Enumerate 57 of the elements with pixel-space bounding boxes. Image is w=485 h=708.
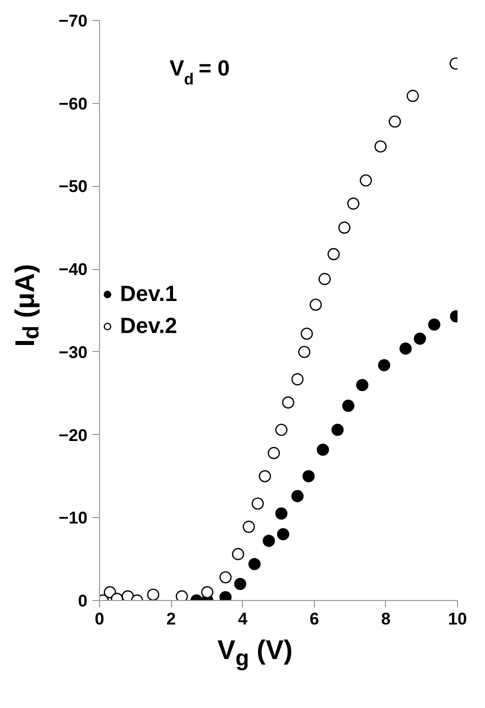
point xyxy=(342,400,354,412)
point xyxy=(406,90,419,102)
point xyxy=(122,590,134,600)
x-tick-label: 8 xyxy=(381,610,391,628)
point xyxy=(258,470,271,482)
point xyxy=(277,528,290,540)
y-tick-label: −40 xyxy=(58,260,88,280)
point xyxy=(360,174,372,187)
x-tick-label: 0 xyxy=(94,610,104,628)
point xyxy=(232,548,244,560)
y-tick-label: −70 xyxy=(58,12,88,30)
point xyxy=(268,446,280,460)
point xyxy=(347,198,360,210)
legend-label: Dev.2 xyxy=(120,313,178,339)
point xyxy=(291,373,304,386)
point xyxy=(298,346,310,358)
point xyxy=(331,424,344,436)
x-tick-label: 6 xyxy=(310,610,320,628)
point xyxy=(176,590,188,600)
x-tick-label: 2 xyxy=(166,610,176,628)
point xyxy=(414,332,426,345)
point xyxy=(291,490,304,502)
y-tick-label: −50 xyxy=(58,177,88,196)
legend-label: Dev.1 xyxy=(120,281,178,307)
point xyxy=(356,378,368,392)
point xyxy=(248,558,261,570)
x-tick-label: 4 xyxy=(238,610,248,628)
x-tick-label: 10 xyxy=(448,610,467,628)
x-axis-title: V$_{g}$ (V) xyxy=(216,635,294,672)
point xyxy=(338,222,350,234)
y-tick-label: −30 xyxy=(58,342,88,362)
y-tick-label: −60 xyxy=(58,94,88,114)
point xyxy=(388,115,401,128)
point xyxy=(201,586,214,598)
y-tick-label: −20 xyxy=(58,426,88,445)
point xyxy=(318,272,331,286)
point xyxy=(147,588,160,600)
y-tick-label: 0 xyxy=(78,592,88,610)
point xyxy=(262,534,275,547)
point xyxy=(302,470,315,482)
point xyxy=(219,571,232,584)
point xyxy=(316,444,329,456)
point xyxy=(104,586,116,598)
point xyxy=(374,140,387,153)
point xyxy=(328,248,340,260)
point xyxy=(428,318,440,331)
point xyxy=(252,497,264,510)
point xyxy=(300,328,313,340)
y-tick-label: −10 xyxy=(58,508,88,528)
point xyxy=(234,578,246,590)
point xyxy=(282,396,294,409)
point xyxy=(399,342,412,355)
point xyxy=(310,298,322,311)
point xyxy=(275,507,288,520)
point xyxy=(275,424,288,436)
point xyxy=(242,520,255,533)
point xyxy=(378,359,390,372)
